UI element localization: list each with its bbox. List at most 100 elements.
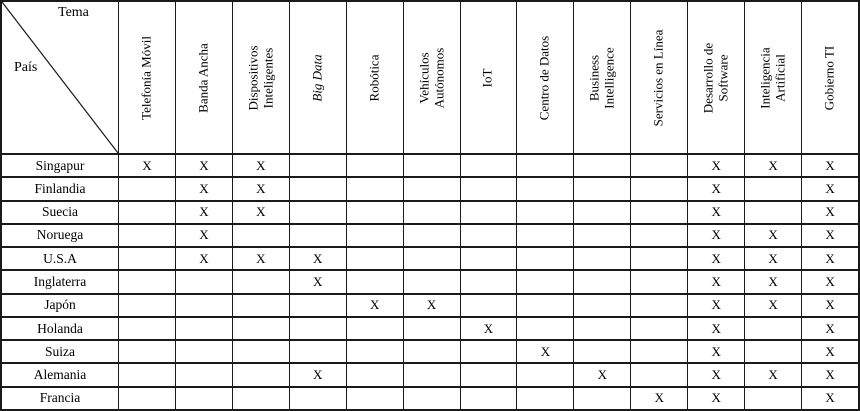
mark-cell-banda-ancha xyxy=(174,269,232,293)
mark-cell-desarrollo-de-software: X xyxy=(687,269,745,293)
mark-cell-inteligencia-artificial: X xyxy=(744,153,802,177)
mark-cell-banda-ancha: X xyxy=(174,199,232,223)
mark-cell-inteligencia-artificial xyxy=(744,339,802,363)
column-header-label: Robótica xyxy=(366,54,382,101)
mark-cell-business-intelligence xyxy=(573,153,631,177)
column-header-label: Dispositivos Inteligentes xyxy=(245,45,275,111)
mark-cell-vehiculos-autonomos xyxy=(402,269,460,293)
mark-cell-banda-ancha: X xyxy=(174,153,232,177)
column-header-servicios-en-linea: Servicios en Línea xyxy=(630,2,687,153)
mark-cell-desarrollo-de-software: X xyxy=(687,385,745,409)
mark-cell-business-intelligence xyxy=(573,385,631,409)
mark-cell-dispositivos-inteligentes xyxy=(231,222,289,247)
column-header-banda-ancha: Banda Ancha xyxy=(174,2,232,153)
mark-cell-centro-de-datos xyxy=(516,315,574,340)
mark-cell-big-data xyxy=(288,176,346,200)
mark-cell-servicios-en-linea xyxy=(630,292,688,316)
mark-cell-dispositivos-inteligentes xyxy=(231,362,289,386)
mark-cell-telefonia-movil xyxy=(118,362,175,386)
mark-cell-banda-ancha: X xyxy=(174,246,232,270)
mark-cell-desarrollo-de-software: X xyxy=(687,315,745,340)
mark-cell-big-data xyxy=(288,315,346,340)
mark-cell-robotica: X xyxy=(345,292,403,316)
mark-cell-robotica xyxy=(345,153,403,177)
mark-cell-desarrollo-de-software: X xyxy=(687,246,745,270)
mark-cell-robotica xyxy=(345,269,403,293)
mark-cell-inteligencia-artificial xyxy=(744,315,802,340)
mark-cell-telefonia-movil xyxy=(118,269,175,293)
mark-cell-banda-ancha xyxy=(174,315,232,340)
mark-cell-vehiculos-autonomos xyxy=(402,199,460,223)
mark-cell-banda-ancha xyxy=(174,385,232,409)
country-cell-singapur: Singapur xyxy=(2,153,118,176)
mark-cell-vehiculos-autonomos xyxy=(402,176,460,200)
mark-cell-iot xyxy=(459,362,517,386)
mark-cell-business-intelligence xyxy=(573,176,631,200)
mark-cell-servicios-en-linea xyxy=(630,153,688,177)
mark-cell-inteligencia-artificial xyxy=(744,385,802,409)
mark-cell-servicios-en-linea xyxy=(630,246,688,270)
mark-cell-gobierno-ti: X xyxy=(801,269,858,293)
mark-cell-big-data: X xyxy=(288,269,346,293)
mark-cell-banda-ancha xyxy=(174,292,232,316)
mark-cell-desarrollo-de-software: X xyxy=(687,362,745,386)
mark-cell-dispositivos-inteligentes: X xyxy=(231,153,289,177)
mark-cell-banda-ancha xyxy=(174,362,232,386)
mark-cell-dispositivos-inteligentes: X xyxy=(231,176,289,200)
mark-cell-desarrollo-de-software: X xyxy=(687,176,745,200)
mark-cell-vehiculos-autonomos xyxy=(402,315,460,340)
mark-cell-gobierno-ti: X xyxy=(801,153,858,177)
mark-cell-big-data xyxy=(288,222,346,247)
column-header-label: IoT xyxy=(480,68,496,87)
column-header-gobierno-ti: Gobierno TI xyxy=(801,2,858,153)
mark-cell-banda-ancha: X xyxy=(174,222,232,247)
mark-cell-big-data xyxy=(288,339,346,363)
mark-cell-gobierno-ti: X xyxy=(801,199,858,223)
mark-cell-business-intelligence xyxy=(573,315,631,340)
mark-cell-iot xyxy=(459,246,517,270)
mark-cell-vehiculos-autonomos xyxy=(402,246,460,270)
mark-cell-dispositivos-inteligentes xyxy=(231,269,289,293)
column-header-inteligencia-artificial: Inteligencia Artificial xyxy=(744,2,801,153)
column-header-label: Inteligencia Artificial xyxy=(757,46,788,109)
mark-cell-desarrollo-de-software: X xyxy=(687,199,745,223)
mark-cell-gobierno-ti: X xyxy=(801,222,858,247)
mark-cell-telefonia-movil xyxy=(118,246,175,270)
mark-cell-iot xyxy=(459,292,517,316)
mark-cell-servicios-en-linea xyxy=(630,315,688,340)
mark-cell-inteligencia-artificial: X xyxy=(744,362,802,386)
mark-cell-gobierno-ti: X xyxy=(801,292,858,316)
mark-cell-robotica xyxy=(345,362,403,386)
mark-cell-business-intelligence xyxy=(573,222,631,247)
mark-cell-servicios-en-linea xyxy=(630,362,688,386)
mark-cell-banda-ancha xyxy=(174,339,232,363)
mark-cell-business-intelligence xyxy=(573,246,631,270)
mark-cell-telefonia-movil: X xyxy=(118,153,175,177)
column-header-label: Centro de Datos xyxy=(537,35,553,120)
mark-cell-dispositivos-inteligentes: X xyxy=(231,199,289,223)
corner-cell: Tema País xyxy=(2,2,118,153)
mark-cell-inteligencia-artificial: X xyxy=(744,222,802,247)
column-header-centro-de-datos: Centro de Datos xyxy=(516,2,573,153)
mark-cell-centro-de-datos: X xyxy=(516,339,574,363)
column-header-robotica: Robótica xyxy=(345,2,403,153)
column-header-label: Big Data xyxy=(309,53,325,102)
mark-cell-vehiculos-autonomos xyxy=(402,362,460,386)
mark-cell-robotica xyxy=(345,315,403,340)
country-cell-usa: U.S.A xyxy=(2,246,118,269)
mark-cell-servicios-en-linea xyxy=(630,222,688,247)
mark-cell-servicios-en-linea: X xyxy=(630,385,688,409)
mark-cell-gobierno-ti: X xyxy=(801,176,858,200)
column-header-label: Desarrollo de Software xyxy=(700,42,731,113)
mark-cell-centro-de-datos xyxy=(516,176,574,200)
mark-cell-telefonia-movil xyxy=(118,222,175,247)
mark-cell-telefonia-movil xyxy=(118,339,175,363)
column-header-label: Gobierno TI xyxy=(821,45,837,110)
mark-cell-gobierno-ti: X xyxy=(801,339,858,363)
mark-cell-gobierno-ti: X xyxy=(801,246,858,270)
mark-cell-vehiculos-autonomos xyxy=(402,222,460,247)
mark-cell-iot xyxy=(459,269,517,293)
country-cell-noruega: Noruega xyxy=(2,222,118,246)
mark-cell-iot xyxy=(459,199,517,223)
